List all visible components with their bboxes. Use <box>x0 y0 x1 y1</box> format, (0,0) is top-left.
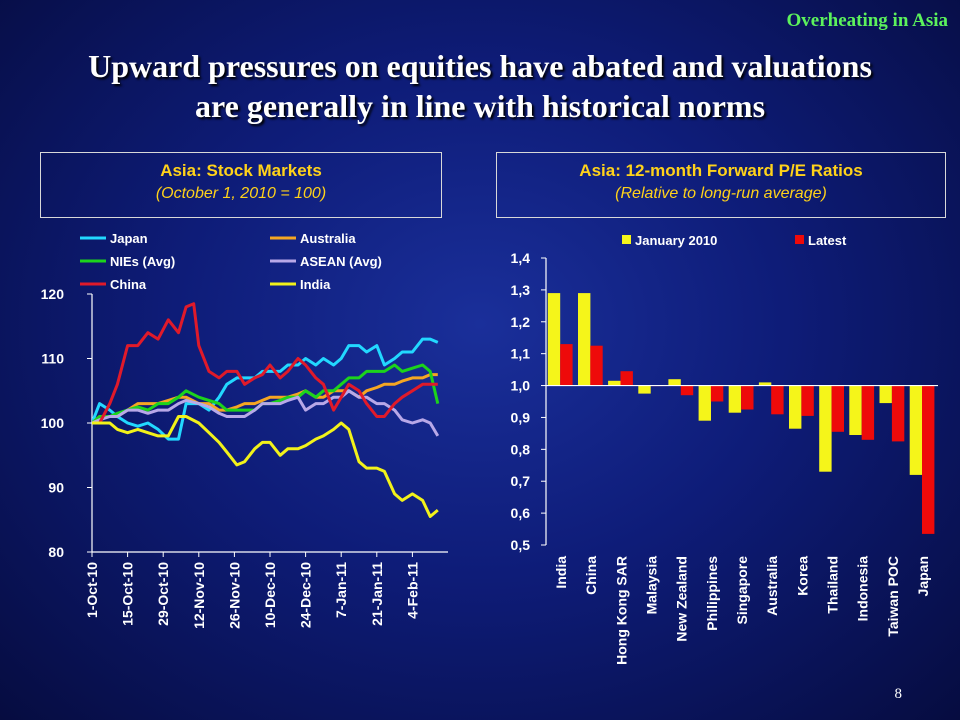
y-tick-label: 1,1 <box>511 346 531 362</box>
legend-label: NIEs (Avg) <box>110 254 175 269</box>
page-number: 8 <box>894 686 903 702</box>
x-tick-label: 29-Oct-10 <box>155 562 171 626</box>
slide-headline: Upward pressures on equities have abated… <box>0 46 960 126</box>
y-tick-label: 90 <box>48 480 64 496</box>
y-tick-label: 0,6 <box>511 505 531 521</box>
legend-swatch <box>795 235 804 244</box>
bar-latest <box>680 385 694 396</box>
category-label: Singapore <box>734 556 750 625</box>
bar-january-2010 <box>849 385 862 435</box>
y-tick-label: 0,5 <box>511 537 531 553</box>
bar-latest <box>831 385 844 432</box>
right-chart-title: Asia: 12-month Forward P/E Ratios <box>579 161 863 180</box>
bar-january-2010 <box>578 293 591 386</box>
legend-label: ASEAN (Avg) <box>300 254 382 269</box>
pe-ratios-bar-chart: 0,5 0,6 0,7 0,8 0,9 1,0 1,1 1,2 1,3 1,4 India China… <box>511 233 938 665</box>
stock-markets-line-chart: 80 90 100 110 120 1-Oct-10 15-Oct-10 29-Oct-10 1… <box>41 231 448 629</box>
bar-january-2010 <box>789 385 802 429</box>
bar-latest <box>741 385 754 410</box>
category-label: Hong Kong SAR <box>613 556 629 665</box>
y-tick-label: 1,2 <box>511 314 531 330</box>
bar-latest <box>560 344 573 386</box>
bar-latest <box>710 385 724 402</box>
y-tick-label: 1,4 <box>511 250 531 266</box>
bar-january-2010 <box>758 382 772 386</box>
y-tick-label: 100 <box>41 415 65 431</box>
category-label: Indonesia <box>855 556 871 622</box>
y-tick-label: 0,9 <box>511 409 531 425</box>
bar-latest <box>922 385 935 534</box>
legend-label: India <box>300 277 331 292</box>
left-chart-subtitle: (October 1, 2010 = 100) <box>155 185 327 202</box>
section-tag: Overheating in Asia <box>786 10 948 31</box>
bar-january-2010 <box>909 385 923 475</box>
line-series-group <box>92 302 440 518</box>
category-label: China <box>583 556 599 595</box>
x-tick-label: 24-Dec-10 <box>298 562 314 628</box>
bar-latest <box>771 385 784 415</box>
y-tick-label: 0,8 <box>511 441 531 457</box>
y-tick-label: 120 <box>41 286 65 302</box>
line-series-india <box>92 415 439 518</box>
legend-label: Latest <box>808 233 847 248</box>
category-label: Korea <box>794 556 810 596</box>
category-label: Japan <box>915 556 931 596</box>
bar-latest <box>620 371 633 386</box>
category-label: India <box>553 556 569 589</box>
line-series-asean-avg <box>92 389 440 437</box>
bar-latest <box>590 345 603 386</box>
category-label: Australia <box>764 556 780 616</box>
category-label: Taiwan POC <box>885 556 901 637</box>
y-tick-label: 0,7 <box>511 473 531 489</box>
category-label: Philippines <box>704 556 720 631</box>
y-tick-label: 1,0 <box>511 378 531 394</box>
bar-latest <box>891 385 905 442</box>
bar-january-2010 <box>728 385 742 413</box>
bar-january-2010 <box>608 380 621 386</box>
legend-label: China <box>110 277 147 292</box>
y-tick-label: 80 <box>48 544 64 560</box>
legend-label: January 2010 <box>635 233 717 248</box>
legend-label: Australia <box>300 231 356 246</box>
bar-january-2010 <box>668 379 681 386</box>
x-tick-label: 21-Jan-11 <box>369 562 385 626</box>
right-chart-subtitle: (Relative to long-run average) <box>615 185 827 202</box>
bar-january-2010 <box>879 385 892 404</box>
category-label: Malaysia <box>644 556 660 615</box>
legend-swatch <box>622 235 631 244</box>
line-series-japan <box>92 337 439 441</box>
bar-latest <box>801 385 814 416</box>
bar-january-2010 <box>638 385 651 394</box>
y-tick-label: 110 <box>41 351 64 367</box>
bar-january-2010 <box>819 385 832 472</box>
headline-line-1: Upward pressures on equities have abated… <box>88 48 872 84</box>
x-tick-label: 12-Nov-10 <box>191 562 207 629</box>
x-tick-label: 7-Jan-11 <box>333 562 349 618</box>
line-series-australia <box>92 373 438 425</box>
category-label: Thailand <box>824 556 840 614</box>
left-chart-title-box: Asia: Stock Markets (October 1, 2010 = 1… <box>40 152 442 218</box>
legend-label: Japan <box>110 231 148 246</box>
x-tick-label: 10-Dec-10 <box>262 562 278 628</box>
right-chart-title-box: Asia: 12-month Forward P/E Ratios (Relat… <box>496 152 946 218</box>
x-tick-label: 1-Oct-10 <box>84 562 100 618</box>
line-series-china <box>92 302 438 425</box>
y-tick-label: 1,3 <box>511 282 531 298</box>
category-label: New Zealand <box>674 556 690 642</box>
bar-january-2010 <box>547 293 561 386</box>
x-tick-label: 26-Nov-10 <box>226 562 242 629</box>
bar-latest <box>861 385 875 440</box>
x-tick-label: 4-Feb-11 <box>404 562 420 619</box>
left-chart-title: Asia: Stock Markets <box>160 161 322 180</box>
bar-january-2010 <box>698 385 711 421</box>
x-tick-label: 15-Oct-10 <box>120 562 136 626</box>
headline-line-2: are generally in line with historical no… <box>194 88 766 124</box>
